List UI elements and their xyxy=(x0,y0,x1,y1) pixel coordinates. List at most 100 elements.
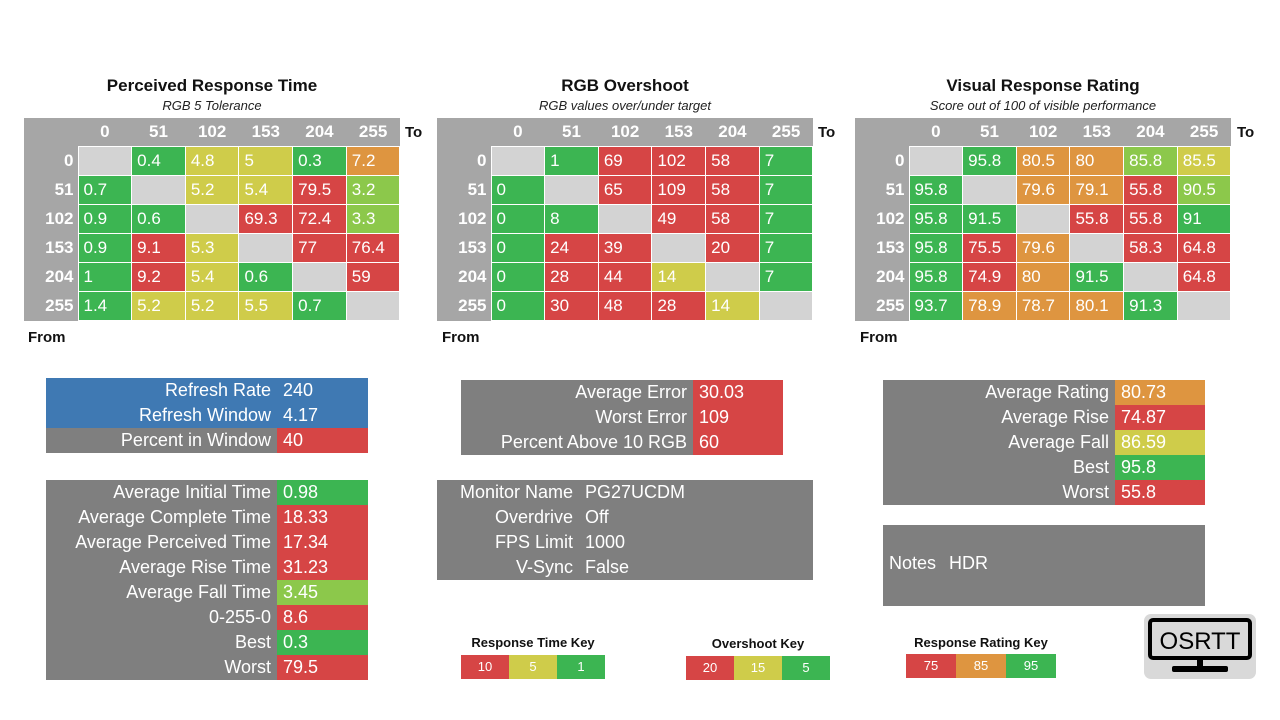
heatmap-corner xyxy=(855,118,909,147)
stat-value: 30.03 xyxy=(693,380,783,405)
heatmap-row: 0 95.8 80.5 80 85.8 85.5 xyxy=(855,146,1232,176)
row-header: 255 xyxy=(24,291,78,321)
heatmap-cell: 80 xyxy=(1069,146,1125,176)
to-label: To xyxy=(405,124,423,141)
heatmap-row: 51 0 65 109 58 7 xyxy=(437,175,814,205)
heatmap-cell: 59 xyxy=(345,262,401,292)
heatmap-subtitle: Score out of 100 of visible performance xyxy=(929,98,1157,113)
column-header: 51 xyxy=(962,118,1017,147)
stat-label: Average Rise xyxy=(883,405,1115,430)
stat-label: Percent in Window xyxy=(46,428,277,453)
stat-row: 0-255-0 8.6 xyxy=(46,605,368,630)
heatmap-subtitle: RGB 5 Tolerance xyxy=(162,98,262,113)
heatmap-cell: 7 xyxy=(758,175,814,205)
row-header: 153 xyxy=(437,233,491,263)
from-label: From xyxy=(442,329,480,346)
heatmap-row: 255 1.4 5.2 5.2 5.5 0.7 xyxy=(24,291,401,321)
overshoot-key: 20 15 5 xyxy=(686,656,830,680)
heatmap-cell: 69 xyxy=(597,146,653,176)
response-time-key: 10 5 1 xyxy=(461,655,605,679)
heatmap-cell: 1.4 xyxy=(77,291,133,321)
column-header: 255 xyxy=(1177,118,1231,147)
stat-label: Best xyxy=(883,455,1115,480)
heatmap-cell: 8 xyxy=(544,204,599,234)
row-header: 51 xyxy=(24,175,78,205)
heatmap-row: 102 95.8 91.5 55.8 55.8 91 xyxy=(855,204,1232,234)
heatmap-row: 204 0 28 44 14 7 xyxy=(437,262,814,292)
stat-row: Best 95.8 xyxy=(883,455,1205,480)
key-swatch: 5 xyxy=(782,656,830,680)
heatmap-row: 51 95.8 79.6 79.1 55.8 90.5 xyxy=(855,175,1232,205)
column-header: 0 xyxy=(909,118,963,147)
diagonal-cell xyxy=(345,291,401,321)
stat-value: 95.8 xyxy=(1115,455,1205,480)
heatmap-row: 153 0.9 9.1 5.3 77 76.4 xyxy=(24,233,401,263)
heatmap-title: Perceived Response Time xyxy=(106,76,318,95)
heatmap-cell: 0 xyxy=(490,175,546,205)
key-swatch: 75 xyxy=(906,654,956,678)
column-header: 102 xyxy=(185,118,239,147)
stat-label: Overdrive xyxy=(437,505,579,530)
stat-row: Average Rise Time 31.23 xyxy=(46,555,368,580)
stat-label: Worst xyxy=(883,480,1115,505)
heatmap-cell: 0 xyxy=(490,291,546,321)
stat-label: Average Complete Time xyxy=(46,505,277,530)
row-header: 0 xyxy=(24,146,78,176)
row-header: 51 xyxy=(855,175,909,205)
stat-row: Best 0.3 xyxy=(46,630,368,655)
stat-label: Average Initial Time xyxy=(46,480,277,505)
stat-value: 80.73 xyxy=(1115,380,1205,405)
heatmap-row: 102 0.9 0.6 69.3 72.4 3.3 xyxy=(24,204,401,234)
heatmap-cell: 48 xyxy=(597,291,653,321)
heatmap-cell: 55.8 xyxy=(1069,204,1125,234)
heatmap-cell: 58 xyxy=(705,204,760,234)
column-header: 51 xyxy=(131,118,186,147)
heatmap-cell: 39 xyxy=(597,233,653,263)
stat-label: Average Fall Time xyxy=(46,580,277,605)
diagonal-cell xyxy=(544,175,599,205)
rating-panel: Average Rating 80.73 Average Rise 74.87 Aver… xyxy=(883,380,1205,505)
heatmap-cell: 79.6 xyxy=(1015,233,1071,263)
key-swatch: 10 xyxy=(461,655,509,679)
stat-label: Best xyxy=(46,630,277,655)
row-header: 204 xyxy=(855,262,909,292)
stat-row: Worst Error 109 xyxy=(461,405,783,430)
from-label: From xyxy=(28,329,66,346)
timing-panel: Average Initial Time 0.98 Average Complete… xyxy=(46,480,368,680)
heatmap-cell: 14 xyxy=(651,262,707,292)
heatmap-title: RGB Overshoot xyxy=(561,76,689,95)
stat-row: Percent in Window 40 xyxy=(46,428,368,453)
stat-value: False xyxy=(579,555,813,580)
key-title: Overshoot Key xyxy=(711,636,805,651)
column-header: 0 xyxy=(78,118,132,147)
heatmap-cell: 58 xyxy=(705,175,760,205)
stat-row: Average Fall 86.59 xyxy=(883,430,1205,455)
key-swatch: 85 xyxy=(956,654,1006,678)
heatmap-cell: 3.2 xyxy=(345,175,401,205)
diagonal-cell xyxy=(238,233,294,263)
heatmap-cell: 0.3 xyxy=(292,146,347,176)
stat-row: Average Rise 74.87 xyxy=(883,405,1205,430)
heatmap-cell: 0 xyxy=(490,204,546,234)
heatmap-cell: 0.7 xyxy=(292,291,347,321)
heatmap-cell: 95.8 xyxy=(908,204,964,234)
key-title: Response Rating Key xyxy=(914,635,1048,650)
stat-label: FPS Limit xyxy=(437,530,579,555)
stat-value: 55.8 xyxy=(1115,480,1205,505)
stat-value: 3.45 xyxy=(277,580,368,605)
diagonal-cell xyxy=(651,233,707,263)
row-header: 51 xyxy=(437,175,491,205)
diagonal-cell xyxy=(1069,233,1125,263)
heatmap-cell: 7 xyxy=(758,233,814,263)
stat-label: Worst Error xyxy=(461,405,693,430)
diagonal-cell xyxy=(758,291,814,321)
stat-label: Worst xyxy=(46,655,277,680)
key-swatch: 20 xyxy=(686,656,734,680)
key-swatch: 95 xyxy=(1006,654,1056,678)
stat-row: Refresh Rate 240 xyxy=(46,378,368,403)
monitor-logo-icon: OSRTT xyxy=(1148,618,1252,672)
stat-value: 4.17 xyxy=(277,403,368,428)
column-header: 153 xyxy=(238,118,293,147)
heatmap-cell: 4.8 xyxy=(184,146,240,176)
heatmap-cell: 65 xyxy=(597,175,653,205)
